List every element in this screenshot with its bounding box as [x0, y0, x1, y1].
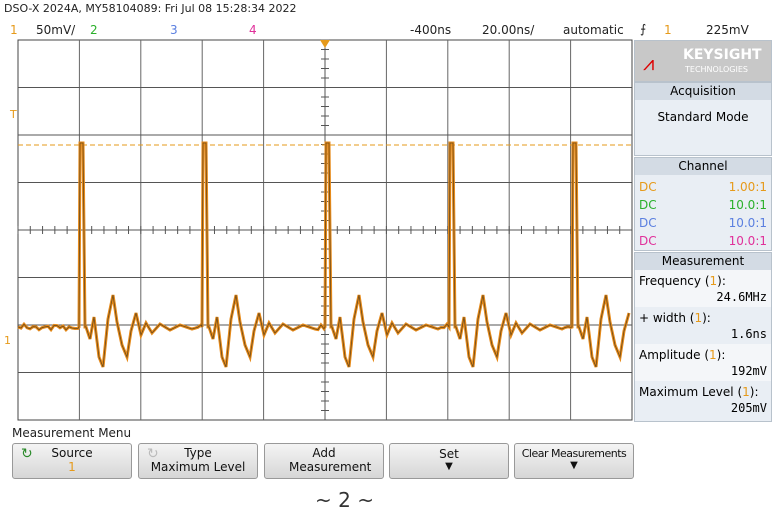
measurement-title: Measurement	[635, 253, 771, 270]
softkey-arrow: ▼	[390, 461, 508, 473]
channel-row: DC 1.00:1	[635, 178, 771, 196]
trigger-icon: ⨍	[640, 22, 646, 36]
measurement-value: 192mV	[635, 362, 771, 381]
delay: -400ns	[410, 23, 451, 37]
softkey-icon: ↻	[21, 446, 33, 462]
measurement-value: 24.6MHz	[635, 288, 771, 307]
trigger-source: 1	[664, 23, 672, 37]
acquisition-mode: Standard Mode	[635, 100, 771, 124]
bracket: (	[734, 385, 743, 399]
softkey-label: Set	[390, 444, 508, 461]
softkey[interactable]: Source 1 ↻	[12, 443, 132, 479]
measurement-source: 1	[742, 385, 750, 399]
ch1-scale: 50mV/	[36, 23, 75, 37]
ch1-label: 1	[10, 23, 18, 37]
probe-ratio: 10.0:1	[729, 196, 767, 214]
measurement-label: Maximum Level (1):	[635, 381, 771, 399]
measurement-source: 1	[694, 311, 702, 325]
trigger-level: 225mV	[706, 23, 749, 37]
softkey[interactable]: Clear Measurements ▼	[514, 443, 634, 479]
channel-row: DC 10.0:1	[635, 214, 771, 232]
page-number: ~ 2 ~	[315, 488, 374, 512]
acquisition-title: Acquisition	[635, 83, 771, 100]
probe-ratio: 1.00:1	[729, 178, 767, 196]
softkey-label: Add Measurement	[289, 444, 359, 474]
brand-sub: TECHNOLOGIES	[685, 65, 748, 74]
acquisition-panel: Acquisition Standard Mode	[634, 82, 772, 156]
bracket: ):	[750, 385, 759, 399]
coupling: DC	[639, 214, 657, 232]
measurement-value: 1.6ns	[635, 325, 771, 344]
measurement-label: + width (1):	[635, 307, 771, 325]
measurement-name: Frequency	[639, 274, 701, 288]
measurement-source: 1	[710, 274, 718, 288]
measurement-value: 205mV	[635, 399, 771, 418]
measurement-name: + width	[639, 311, 686, 325]
bracket: (	[701, 274, 710, 288]
ch3-label: 3	[170, 23, 178, 37]
ch4-label: 4	[249, 23, 257, 37]
menu-title: Measurement Menu	[12, 426, 131, 440]
measurement-label: Frequency (1):	[635, 270, 771, 288]
bracket: ):	[702, 311, 711, 325]
logo: ⩘ KEYSIGHT TECHNOLOGIES	[634, 40, 772, 82]
brand: KEYSIGHT	[683, 47, 762, 63]
softkey-label: Clear Measurements	[515, 444, 633, 460]
channel-title: Channel	[635, 158, 771, 175]
probe-ratio: 10.0:1	[729, 232, 767, 250]
graticule: T 1	[0, 38, 634, 424]
measurement-panel: Measurement Frequency (1): 24.6MHz + width…	[634, 252, 772, 422]
softkey-value: Maximum Level	[139, 460, 257, 474]
coupling: DC	[639, 232, 657, 250]
header-title: DSO-X 2024A, MY58104089: Fri Jul 08 15:2…	[4, 2, 297, 15]
measurement-label: Amplitude (1):	[635, 344, 771, 362]
trigger-marker: T	[9, 108, 17, 121]
channel-row: DC 10.0:1	[635, 232, 771, 250]
ch2-label: 2	[90, 23, 98, 37]
measurement-name: Maximum Level	[639, 385, 734, 399]
ground-marker: 1	[4, 334, 11, 347]
softkey-icon: ↻	[147, 446, 159, 462]
timebase: 20.00ns/	[482, 23, 534, 37]
scope-screen: {"header":{"title":"DSO-X 2024A, MY58104…	[0, 0, 774, 516]
measurement-name: Amplitude	[639, 348, 701, 362]
trigger-mode: automatic	[563, 23, 624, 37]
bracket: ):	[717, 348, 726, 362]
softkey[interactable]: Set ▼	[389, 443, 509, 479]
softkey[interactable]: Type Maximum Level ↻	[138, 443, 258, 479]
coupling: DC	[639, 178, 657, 196]
coupling: DC	[639, 196, 657, 214]
softkey-value: 1	[13, 460, 131, 474]
measurement-source: 1	[709, 348, 717, 362]
channel-row: DC 10.0:1	[635, 196, 771, 214]
channel-panel: Channel DC 1.00:1 DC 10.0:1 DC 10.0:1 DC 10.0:1	[634, 157, 772, 251]
probe-ratio: 10.0:1	[729, 214, 767, 232]
bracket: ):	[717, 274, 726, 288]
bracket: (	[701, 348, 710, 362]
softkey-arrow: ▼	[515, 460, 633, 472]
softkey[interactable]: Add Measurement	[264, 443, 384, 479]
